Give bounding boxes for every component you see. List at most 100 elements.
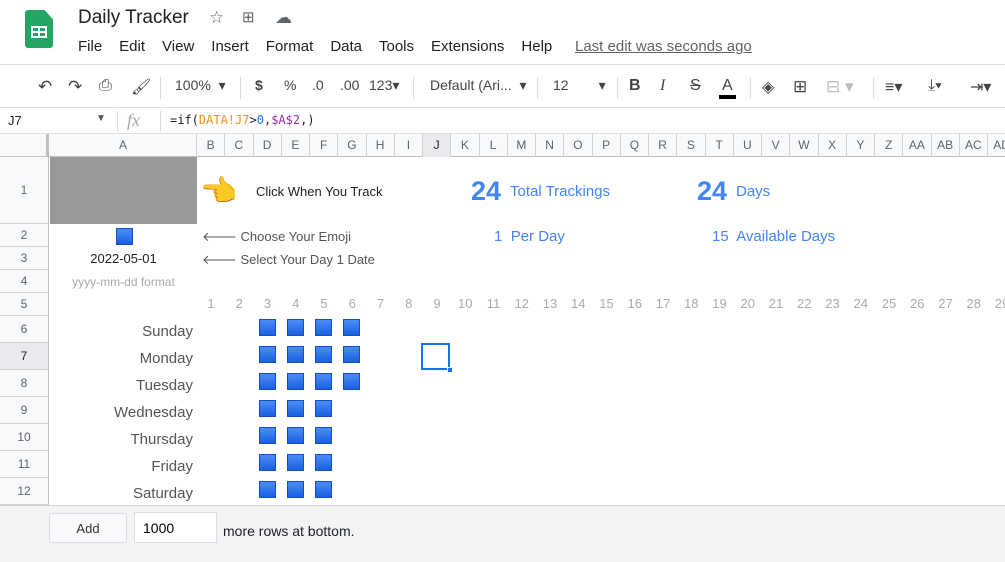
column-header-M[interactable]: M <box>508 134 536 157</box>
vertical-align-icon[interactable]: ⤓▾ <box>928 77 942 94</box>
borders-icon[interactable]: ⊞ <box>793 77 808 96</box>
selected-cell[interactable] <box>421 343 450 370</box>
row-header-9[interactable]: 9 <box>0 397 49 424</box>
column-header-V[interactable]: V <box>762 134 791 157</box>
row-header-7[interactable]: 7 <box>0 343 49 370</box>
move-folder-icon[interactable]: ⊞ <box>242 9 255 26</box>
menu-extensions[interactable]: Extensions <box>431 38 505 55</box>
tracking-mark[interactable] <box>258 346 276 363</box>
tracking-mark[interactable] <box>343 373 361 390</box>
rows-count-input[interactable] <box>134 512 217 543</box>
column-header-S[interactable]: S <box>677 134 706 157</box>
chevron-down-icon[interactable]: ▼ <box>96 113 106 124</box>
column-header-Q[interactable]: Q <box>621 134 649 157</box>
fill-color-icon[interactable]: ◈ <box>762 79 775 96</box>
tracking-mark[interactable] <box>343 319 361 336</box>
column-header-K[interactable]: K <box>451 134 480 157</box>
tracking-mark[interactable] <box>258 427 276 444</box>
tracking-mark[interactable] <box>315 400 332 417</box>
menu-edit[interactable]: Edit <box>119 38 146 55</box>
column-header-E[interactable]: E <box>282 134 310 157</box>
tracking-mark[interactable] <box>258 319 276 336</box>
column-header-Y[interactable]: Y <box>847 134 875 157</box>
tracking-mark[interactable] <box>315 454 332 471</box>
tracking-mark[interactable] <box>315 427 332 444</box>
column-header-W[interactable]: W <box>790 134 819 157</box>
menu-tools[interactable]: Tools <box>379 38 415 55</box>
paint-format-icon[interactable]: 🖌 <box>131 79 152 96</box>
menu-data[interactable]: Data <box>330 38 362 55</box>
column-header-X[interactable]: X <box>819 134 847 157</box>
merge-cells-icon[interactable]: ⊟ ▾ <box>826 77 854 96</box>
tracking-mark[interactable] <box>258 454 276 471</box>
column-header-P[interactable]: P <box>593 134 621 157</box>
column-header-AD[interactable]: AD <box>988 134 1005 157</box>
fill-handle[interactable] <box>447 367 453 373</box>
emoji-cell[interactable] <box>50 157 197 224</box>
column-header-D[interactable]: D <box>254 134 282 157</box>
column-header-B[interactable]: B <box>197 134 226 157</box>
percent-button[interactable]: % <box>284 77 297 93</box>
column-header-N[interactable]: N <box>536 134 565 157</box>
tracking-mark[interactable] <box>343 346 361 363</box>
more-formats-button[interactable]: 123▾ <box>369 77 400 93</box>
tracking-mark[interactable] <box>286 481 304 498</box>
last-edit-link[interactable]: Last edit was seconds ago <box>575 38 752 55</box>
column-header-O[interactable]: O <box>564 134 593 157</box>
row-header-12[interactable]: 12 <box>0 478 49 505</box>
row-header-4[interactable]: 4 <box>0 270 49 293</box>
zoom-select[interactable]: 100% ▾ <box>175 77 226 93</box>
tracking-mark[interactable] <box>315 319 332 336</box>
column-header-AA[interactable]: AA <box>903 134 932 157</box>
tracking-mark[interactable] <box>258 373 276 390</box>
redo-icon[interactable]: ↷ <box>68 77 83 96</box>
bold-button[interactable]: B <box>629 77 641 94</box>
menu-view[interactable]: View <box>162 38 195 55</box>
row-header-6[interactable]: 6 <box>0 316 49 343</box>
column-header-T[interactable]: T <box>706 134 734 157</box>
tracking-mark[interactable] <box>286 373 304 390</box>
tracking-mark[interactable] <box>315 481 332 498</box>
column-header-A[interactable]: A <box>50 134 197 157</box>
row-header-2[interactable]: 2 <box>0 224 49 247</box>
align-left-icon[interactable]: ≡▾ <box>885 79 903 96</box>
tracking-mark[interactable] <box>258 481 276 498</box>
font-size-select[interactable]: 12 ▾ <box>553 77 606 93</box>
tracking-mark[interactable] <box>286 319 304 336</box>
tracking-mark[interactable] <box>258 400 276 417</box>
column-header-L[interactable]: L <box>480 134 508 157</box>
print-icon[interactable]: ⎙ <box>99 77 112 94</box>
menu-format[interactable]: Format <box>265 38 314 55</box>
row-header-1[interactable]: 1 <box>0 157 49 224</box>
start-date-cell[interactable]: 2022-05-01 <box>90 251 157 266</box>
star-icon[interactable]: ☆ <box>209 8 225 27</box>
text-color-button[interactable]: A <box>719 77 736 99</box>
column-header-J[interactable]: J <box>423 134 452 157</box>
row-header-11[interactable]: 11 <box>0 451 49 478</box>
strikethrough-button[interactable]: S <box>690 77 701 94</box>
row-header-10[interactable]: 10 <box>0 424 49 451</box>
name-box[interactable]: J7 <box>8 113 22 128</box>
tracking-mark[interactable] <box>286 427 304 444</box>
font-select[interactable]: Default (Ari... ▾ <box>430 77 527 93</box>
formula-input[interactable]: =if(DATA!J7>0,$A$2,) <box>170 113 315 127</box>
add-rows-button[interactable]: Add <box>49 513 127 543</box>
tracking-mark[interactable] <box>286 400 304 417</box>
text-wrap-icon[interactable]: ⇥▾ <box>970 79 992 96</box>
sheets-logo[interactable] <box>25 10 53 48</box>
menu-insert[interactable]: Insert <box>211 38 249 55</box>
tracking-mark[interactable] <box>286 454 304 471</box>
italic-button[interactable]: I <box>660 77 666 94</box>
column-header-F[interactable]: F <box>310 134 339 157</box>
row-header-3[interactable]: 3 <box>0 247 49 270</box>
row-header-8[interactable]: 8 <box>0 370 49 397</box>
tracking-mark[interactable] <box>286 346 304 363</box>
undo-icon[interactable]: ↶ <box>38 77 53 96</box>
column-header-R[interactable]: R <box>649 134 678 157</box>
document-title[interactable]: Daily Tracker <box>78 7 189 28</box>
tracking-mark[interactable] <box>315 373 332 390</box>
cloud-saved-icon[interactable]: ☁ <box>275 8 292 27</box>
column-header-H[interactable]: H <box>367 134 395 157</box>
column-header-I[interactable]: I <box>395 134 423 157</box>
column-header-AB[interactable]: AB <box>932 134 960 157</box>
